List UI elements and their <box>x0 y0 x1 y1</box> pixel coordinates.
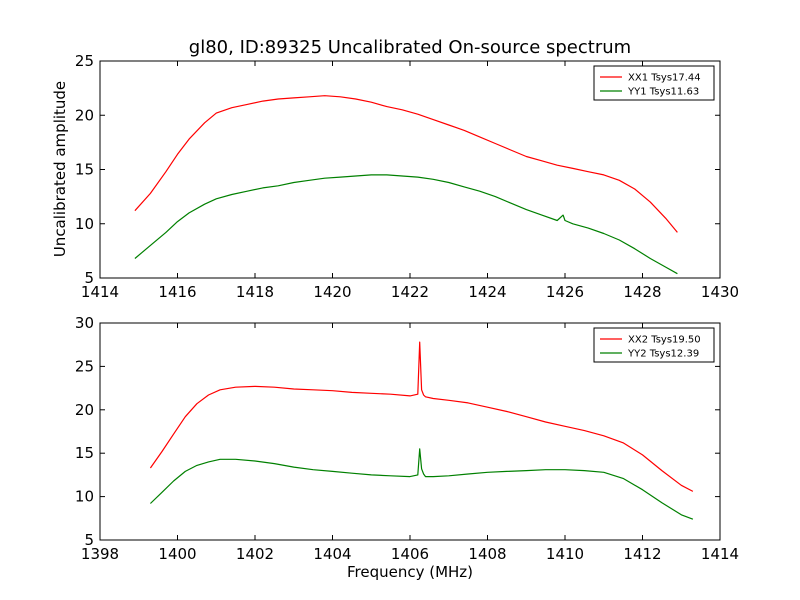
legend-label: YY1 Tsys11.63 <box>627 87 699 98</box>
x-tick-label: 1416 <box>158 283 196 301</box>
y-tick-label: 15 <box>75 444 94 462</box>
x-tick-label: 1406 <box>391 545 429 563</box>
legend-box <box>593 327 715 363</box>
series-line-yy <box>149 448 694 520</box>
bottom-panel: 1398 1400 1402 1404 1406 1408 1410 1412 1414 5 10 1… <box>75 314 739 563</box>
series-line-xx <box>134 95 678 233</box>
y-tick-label: 25 <box>75 357 94 375</box>
x-tick-label: 1398 <box>81 545 119 563</box>
x-tick-label: 1420 <box>313 283 351 301</box>
x-tick-label: 1414 <box>81 283 119 301</box>
y-axis-label: Uncalibrated amplitude <box>51 81 69 257</box>
y-tick-label: 25 <box>75 52 94 70</box>
x-tick-label: 1430 <box>701 283 739 301</box>
legend-label: YY2 Tsys12.39 <box>627 349 699 360</box>
x-tick-label: 1422 <box>391 283 429 301</box>
x-axis-label: Frequency (MHz) <box>347 563 473 581</box>
legend-label: XX2 Tsys19.50 <box>628 335 701 346</box>
y-tick-label: 5 <box>84 531 94 549</box>
legend-box <box>593 65 715 101</box>
x-tick-label: 1400 <box>158 545 196 563</box>
x-tick-label: 1418 <box>236 283 274 301</box>
x-tick-label: 1412 <box>623 545 661 563</box>
top-panel: 1414 1416 1418 1420 1422 1424 1426 1428 1430 5 10 1… <box>75 52 739 301</box>
x-tick-label: 1414 <box>701 545 739 563</box>
x-tick-label: 1410 <box>546 545 584 563</box>
y-tick-label: 10 <box>75 488 94 506</box>
y-tick-label: 15 <box>75 161 94 179</box>
legend-label: XX1 Tsys17.44 <box>628 73 701 84</box>
x-tick-label: 1402 <box>236 545 274 563</box>
y-tick-label: 30 <box>75 314 94 332</box>
y-tick-label: 5 <box>84 269 94 287</box>
y-tick-label: 10 <box>75 215 94 233</box>
x-tick-label: 1408 <box>468 545 506 563</box>
series-line-xx <box>149 341 694 492</box>
x-tick-label: 1404 <box>313 545 351 563</box>
y-tick-label: 20 <box>75 106 94 124</box>
x-tick-label: 1424 <box>468 283 506 301</box>
x-tick-label: 1426 <box>546 283 584 301</box>
y-tick-label: 20 <box>75 401 94 419</box>
x-tick-label: 1428 <box>623 283 661 301</box>
series-line-yy <box>134 174 678 275</box>
chart-title: gl80, ID:89325 Uncalibrated On-source sp… <box>189 37 631 58</box>
